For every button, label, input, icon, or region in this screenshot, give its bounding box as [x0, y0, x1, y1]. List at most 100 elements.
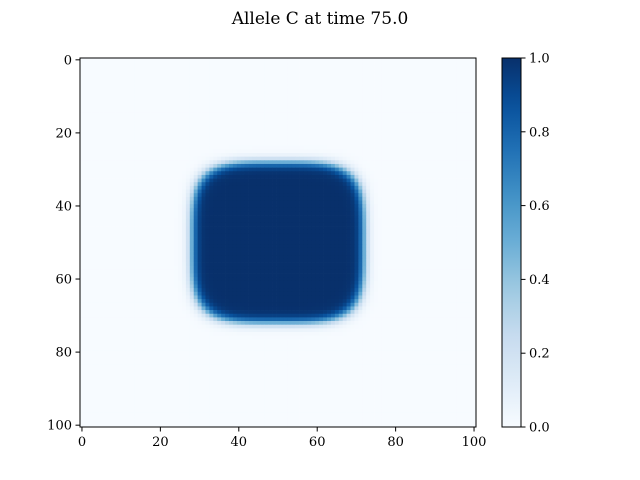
heatmap-cell — [134, 105, 140, 110]
heatmap-cell — [221, 116, 226, 121]
heatmap-cell — [107, 127, 112, 132]
heatmap-cell — [291, 68, 296, 73]
heatmap-cell — [421, 131, 426, 136]
heatmap-cell — [197, 58, 202, 62]
heatmap-cell — [468, 98, 473, 103]
heatmap-cell — [366, 185, 371, 190]
heatmap-cell — [244, 142, 249, 147]
heatmap-cell — [334, 211, 340, 216]
heatmap-cell — [366, 131, 371, 136]
heatmap-cell — [421, 109, 426, 114]
heatmap-cell — [315, 123, 320, 128]
heatmap-cell — [166, 182, 171, 187]
heatmap-cell — [350, 116, 355, 121]
heatmap-cell — [256, 167, 261, 172]
heatmap-cell — [468, 127, 473, 132]
heatmap-cell — [393, 61, 398, 66]
heatmap-cell — [236, 120, 242, 125]
heatmap-cell — [232, 149, 238, 154]
heatmap-cell — [354, 182, 359, 187]
heatmap-cell — [119, 215, 124, 220]
heatmap-cell — [370, 218, 375, 223]
heatmap-cell — [205, 200, 210, 205]
heatmap-cell — [142, 160, 147, 165]
heatmap-cell — [405, 109, 410, 114]
heatmap-cell — [425, 149, 430, 154]
heatmap-cell — [283, 65, 289, 70]
heatmap-cell — [252, 182, 257, 187]
heatmap-cell — [393, 149, 398, 154]
heatmap-cell — [166, 226, 171, 231]
heatmap-cell — [87, 131, 93, 136]
heatmap-cell — [444, 233, 449, 238]
heatmap-cell — [119, 127, 124, 132]
heatmap-cell — [276, 207, 281, 212]
heatmap-cell — [134, 226, 140, 231]
heatmap-cell — [150, 131, 155, 136]
heatmap-cell — [181, 131, 187, 136]
heatmap-cell — [264, 233, 269, 238]
heatmap-cell — [334, 178, 340, 183]
heatmap-cell — [397, 182, 402, 187]
heatmap-cell — [209, 58, 214, 62]
heatmap-cell — [244, 156, 249, 161]
heatmap-cell — [111, 109, 116, 114]
heatmap-cell — [228, 237, 234, 242]
heatmap-cell — [248, 98, 253, 103]
heatmap-cell — [221, 65, 226, 70]
heatmap-cell — [174, 87, 179, 92]
heatmap-cell — [209, 200, 214, 205]
heatmap-cell — [193, 105, 198, 110]
heatmap-cell — [279, 94, 285, 99]
heatmap-cell — [323, 98, 328, 103]
heatmap-cell — [83, 76, 89, 81]
heatmap-cell — [370, 174, 375, 179]
heatmap-cell — [201, 61, 206, 66]
heatmap-cell — [217, 90, 222, 95]
heatmap-cell — [197, 204, 202, 209]
heatmap-cell — [240, 76, 246, 81]
heatmap-cell — [205, 90, 210, 95]
heatmap-cell — [417, 215, 422, 220]
heatmap-cell — [119, 116, 124, 121]
heatmap-cell — [366, 182, 371, 187]
heatmap-cell — [279, 211, 285, 216]
heatmap-cell — [327, 163, 332, 168]
heatmap-cell — [228, 185, 234, 190]
heatmap-cell — [150, 123, 155, 128]
heatmap-cell — [170, 156, 175, 161]
heatmap-cell — [366, 160, 371, 165]
heatmap-cell — [428, 142, 434, 147]
heatmap-cell — [213, 120, 218, 125]
heatmap-cell — [389, 76, 395, 81]
heatmap-cell — [413, 229, 418, 234]
heatmap-cell — [130, 109, 136, 114]
heatmap-cell — [307, 112, 312, 117]
heatmap-cell — [276, 218, 281, 223]
heatmap-cell — [428, 79, 434, 84]
heatmap-cell — [342, 61, 347, 66]
heatmap-cell — [236, 58, 242, 62]
heatmap-cell — [291, 167, 296, 172]
heatmap-cell — [166, 204, 171, 209]
heatmap-cell — [464, 200, 469, 205]
heatmap-cell — [225, 156, 230, 161]
heatmap-cell — [95, 204, 100, 209]
heatmap-cell — [185, 160, 191, 165]
heatmap-cell — [217, 76, 222, 81]
heatmap-cell — [201, 123, 206, 128]
heatmap-cell — [225, 229, 230, 234]
heatmap-cell — [413, 61, 418, 66]
heatmap-cell — [119, 156, 124, 161]
heatmap-cell — [295, 160, 300, 165]
heatmap-cell — [80, 189, 85, 194]
heatmap-cell — [440, 138, 445, 143]
heatmap-cell — [240, 83, 246, 88]
heatmap-cell — [162, 226, 167, 231]
heatmap-cell — [299, 149, 304, 154]
heatmap-cell — [201, 171, 206, 176]
heatmap-cell — [397, 174, 402, 179]
heatmap-cell — [389, 193, 395, 198]
heatmap-cell — [468, 101, 473, 106]
heatmap-cell — [295, 178, 300, 183]
